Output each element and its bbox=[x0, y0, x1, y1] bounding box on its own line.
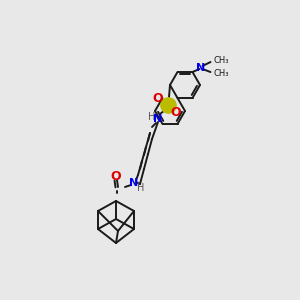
Text: H: H bbox=[137, 183, 145, 193]
Text: N: N bbox=[129, 178, 139, 188]
Text: H: H bbox=[148, 112, 156, 122]
Text: N: N bbox=[153, 114, 163, 124]
Text: CH₃: CH₃ bbox=[214, 68, 229, 77]
Text: O: O bbox=[111, 169, 121, 182]
Text: N: N bbox=[196, 63, 205, 73]
Text: S: S bbox=[163, 98, 173, 112]
Text: O: O bbox=[171, 106, 181, 119]
Text: O: O bbox=[153, 92, 163, 104]
Text: CH₃: CH₃ bbox=[214, 56, 229, 64]
